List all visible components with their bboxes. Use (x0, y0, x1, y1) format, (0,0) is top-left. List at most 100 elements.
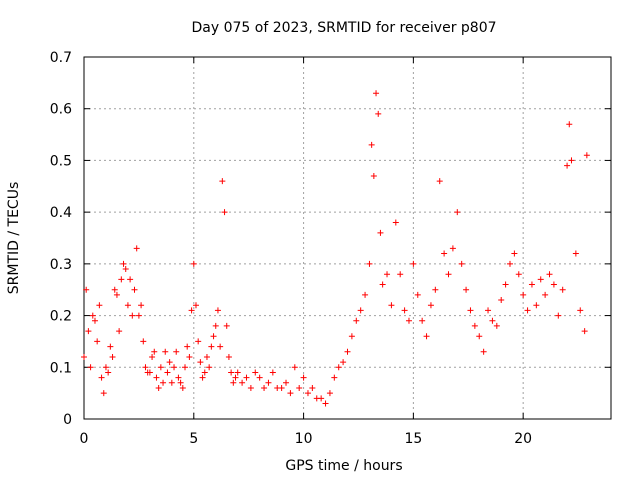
data-point (91, 317, 98, 324)
data-point (489, 317, 496, 324)
data-point (564, 162, 571, 169)
data-point (239, 379, 246, 386)
data-point (436, 178, 443, 185)
data-point (463, 286, 470, 293)
data-point (515, 271, 522, 278)
grid (84, 57, 611, 419)
data-point (210, 333, 217, 340)
data-point (441, 250, 448, 257)
data-point (146, 369, 153, 376)
data-point (225, 353, 232, 360)
data-point (506, 260, 513, 267)
data-point (151, 348, 158, 355)
data-point (572, 250, 579, 257)
data-point (164, 369, 171, 376)
data-point (414, 291, 421, 298)
data-point (427, 302, 434, 309)
data-point (188, 307, 195, 314)
data-point (511, 250, 518, 257)
data-point (157, 364, 164, 371)
data-point (454, 209, 461, 216)
data-point (485, 307, 492, 314)
data-point (318, 395, 325, 402)
data-point (458, 260, 465, 267)
data-point (493, 322, 500, 329)
data-point (467, 307, 474, 314)
data-point (142, 364, 149, 371)
data-point (533, 302, 540, 309)
data-point (135, 312, 142, 319)
data-point (162, 348, 169, 355)
data-point (228, 369, 235, 376)
data-point (118, 276, 125, 283)
data-point (177, 379, 184, 386)
data-point (405, 317, 412, 324)
data-point (155, 384, 162, 391)
data-point (223, 322, 230, 329)
data-point (296, 384, 303, 391)
data-point (87, 364, 94, 371)
data-point (133, 245, 140, 252)
data-point (550, 281, 557, 288)
data-point (173, 348, 180, 355)
x-tick-label: 5 (189, 431, 198, 447)
data-point (252, 369, 259, 376)
x-axis-label: GPS time / hours (285, 458, 402, 474)
data-point (348, 333, 355, 340)
data-point (555, 312, 562, 319)
data-point (219, 178, 226, 185)
data-point (217, 343, 224, 350)
data-point (502, 281, 509, 288)
x-tick-label: 15 (404, 431, 422, 447)
data-point (127, 276, 134, 283)
data-point (107, 343, 114, 350)
x-tick-label: 0 (80, 431, 89, 447)
data-point (113, 291, 120, 298)
data-point (449, 245, 456, 252)
data-point (384, 271, 391, 278)
data-point (379, 281, 386, 288)
data-point (498, 297, 505, 304)
data-point (362, 291, 369, 298)
data-point (353, 317, 360, 324)
x-tick-label: 20 (514, 431, 532, 447)
data-point (344, 348, 351, 355)
data-point (388, 302, 395, 309)
y-tick-label: 0.3 (50, 257, 72, 273)
data-point (419, 317, 426, 324)
data-point (81, 353, 87, 360)
data-point (168, 379, 175, 386)
data-point (192, 302, 199, 309)
data-point (291, 364, 298, 371)
data-point (83, 286, 90, 293)
data-point (203, 353, 210, 360)
data-point (278, 384, 285, 391)
data-series (81, 90, 590, 407)
data-point (166, 359, 173, 366)
y-tick-label: 0.1 (50, 360, 72, 376)
x-tick-label: 10 (295, 431, 313, 447)
data-point (208, 343, 215, 350)
data-point (559, 286, 566, 293)
data-point (184, 343, 191, 350)
data-point (546, 271, 553, 278)
data-point (149, 353, 156, 360)
data-point (583, 152, 590, 159)
data-point (401, 307, 408, 314)
data-point (175, 374, 182, 381)
data-point (124, 302, 131, 309)
data-point (153, 374, 160, 381)
data-point (326, 390, 333, 397)
data-point (410, 260, 417, 267)
data-point (247, 384, 254, 391)
y-tick-label: 0.7 (50, 50, 72, 66)
data-point (300, 374, 307, 381)
data-point (89, 312, 96, 319)
y-tick-label: 0.6 (50, 102, 72, 118)
data-point (480, 348, 487, 355)
data-point (524, 307, 531, 314)
y-axis-label: SRMTID / TECUs (6, 182, 22, 295)
data-point (94, 338, 101, 345)
data-point (366, 260, 373, 267)
